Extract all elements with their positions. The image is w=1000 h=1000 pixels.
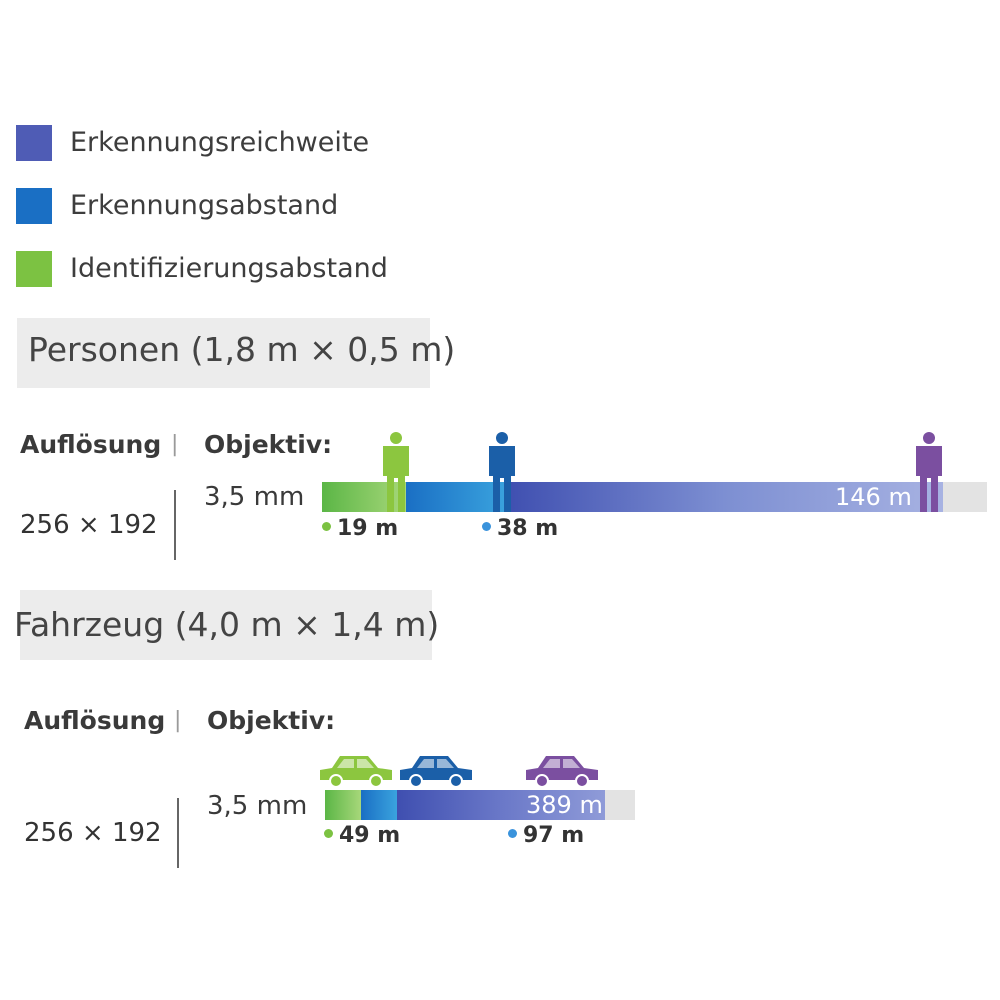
resolution-header: Auflösung [20,430,162,459]
recognition-bar-segment [361,790,397,820]
lens-header: Objektiv: [207,706,336,735]
header-separator: | [174,708,182,733]
recognition-dot [482,521,491,531]
lens-value: 3,5 mm [207,791,308,821]
car-detection-icon [526,756,598,788]
lens-header: Objektiv: [204,430,333,459]
legend-swatch-detection-range [16,125,52,161]
section-header-vehicle [20,590,432,660]
legend-swatch-identification-distance [16,251,52,287]
person-detection-icon [916,432,942,512]
recognition-bar-segment [406,482,506,512]
section-title-persons: Personen (1,8 m × 0,5 m) [28,330,456,369]
person-identification-icon [383,432,409,512]
column-divider [174,490,176,560]
resolution-header: Auflösung [24,706,166,735]
identification-dot [324,828,333,838]
car-recognition-icon [400,756,472,788]
recognition-distance-label: 97 m [508,823,584,848]
recognition-distance-label: 38 m [482,516,558,541]
resolution-value: 256 × 192 [24,818,162,848]
legend-label-identification-distance: Identifizierungsabstand [70,253,388,284]
identification-distance-value: 49 m [339,823,401,848]
detection-bar-segment [506,482,943,512]
lens-value: 3,5 mm [204,482,305,512]
identification-distance-label: 19 m [322,516,398,541]
identification-dot [322,521,331,531]
identification-distance-value: 19 m [337,516,399,541]
identification-bar-segment [325,790,361,820]
section-header-persons [17,318,430,388]
column-divider [177,798,179,868]
section-title-vehicle: Fahrzeug (4,0 m × 1,4 m) [14,605,440,644]
header-separator: | [171,432,179,457]
recognition-distance-value: 38 m [497,516,559,541]
identification-distance-label: 49 m [324,823,400,848]
detection-range-label: 389 m [526,791,603,819]
detection-range-label: 146 m [835,483,912,511]
legend-label-detection-range: Erkennungsreichweite [70,127,370,158]
car-identification-icon [320,756,392,788]
legend-swatch-recognition-distance [16,188,52,224]
resolution-value: 256 × 192 [20,510,158,540]
detection-bar-segment [397,790,605,820]
person-recognition-icon [489,432,515,512]
recognition-dot [508,828,517,838]
legend-label-recognition-distance: Erkennungsabstand [70,190,339,221]
recognition-distance-value: 97 m [523,823,585,848]
